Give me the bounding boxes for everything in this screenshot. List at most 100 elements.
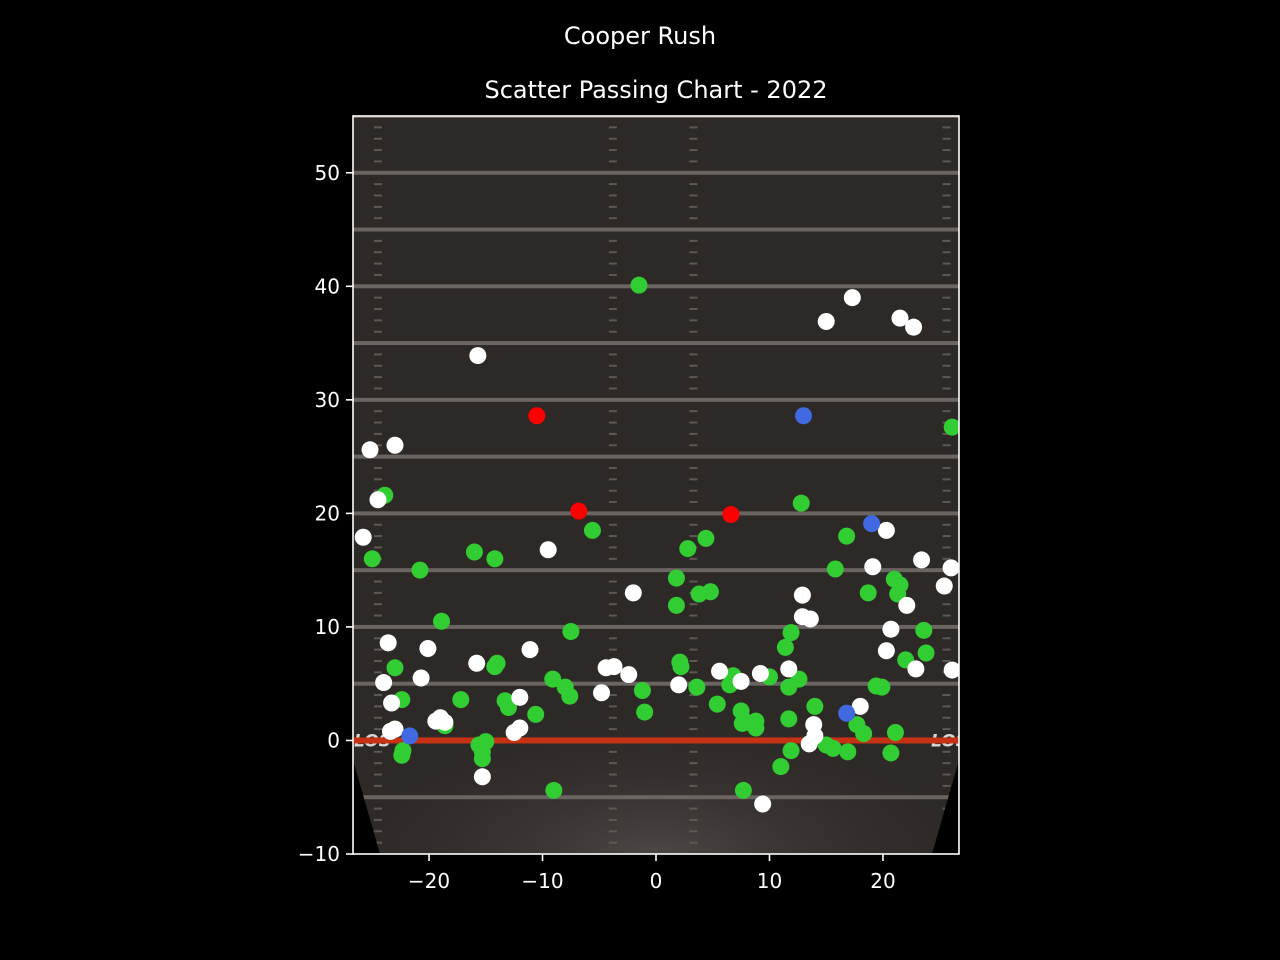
data-point [679,540,697,558]
hash-mark [373,580,382,583]
data-point [452,691,470,709]
hash-mark [942,501,951,504]
plot-area: LOS LOS [353,116,959,854]
hash-mark [373,126,382,129]
hash-mark [373,410,382,413]
data-point [633,682,651,700]
data-point [873,678,891,696]
data-point [917,644,935,662]
yard-line [353,511,959,516]
hash-mark [942,784,951,787]
hash-mark [942,444,951,447]
hash-mark [942,728,951,731]
hash-mark [689,319,698,322]
data-point [433,612,451,630]
data-point [733,714,751,732]
y-tick-label: 30 [315,388,340,412]
hash-mark [689,671,698,674]
hash-mark [608,614,617,617]
x-tick-label: 10 [757,869,782,893]
hash-mark [942,523,951,526]
hash-mark [689,478,698,481]
hash-mark [373,784,382,787]
hash-mark [942,557,951,560]
hash-mark [689,659,698,662]
data-point [570,502,588,520]
data-point [711,662,729,680]
hash-mark [608,580,617,583]
data-point [943,661,959,679]
hash-mark [608,841,617,844]
data-point [877,642,895,660]
data-point [383,694,401,712]
hash-mark [608,432,617,435]
hash-mark [608,239,617,242]
hash-marks [373,126,951,844]
yard-line [353,341,959,346]
hash-mark [608,603,617,606]
data-point [898,596,916,614]
hash-mark [373,217,382,220]
data-point [386,720,404,738]
data-point [782,624,800,642]
hash-mark [689,773,698,776]
hash-mark [608,694,617,697]
hash-mark [608,728,617,731]
hash-mark [373,149,382,152]
hash-mark [608,126,617,129]
hash-mark [373,319,382,322]
hash-mark [373,205,382,208]
hash-mark [942,659,951,662]
data-point [913,551,931,569]
hash-mark [942,705,951,708]
data-point [688,678,706,696]
hash-mark [373,466,382,469]
hash-mark [689,160,698,163]
data-point [855,725,873,743]
data-point [905,318,923,336]
hash-mark [373,273,382,276]
hash-mark [942,648,951,651]
hash-mark [373,183,382,186]
hash-mark [942,364,951,367]
data-point [375,674,393,692]
hash-mark [689,603,698,606]
hash-mark [689,353,698,356]
hash-mark [608,353,617,356]
hash-mark [373,694,382,697]
hash-mark [689,830,698,833]
hash-mark [689,432,698,435]
y-tick-label: 50 [315,161,340,185]
hash-mark [373,308,382,311]
data-point [838,527,856,545]
hash-mark [608,160,617,163]
hash-mark [689,535,698,538]
data-point [732,672,750,690]
data-point [393,746,411,764]
hash-mark [608,762,617,765]
hash-mark [608,137,617,140]
y-tick-label: 40 [315,274,340,298]
hash-mark [373,705,382,708]
hash-mark [373,614,382,617]
data-point [864,558,882,576]
hash-mark [689,694,698,697]
hash-mark [608,273,617,276]
data-point [561,687,579,705]
data-point [800,735,818,753]
hash-mark [689,466,698,469]
data-point [401,727,419,745]
field-corner-shadow-left [353,760,380,854]
hash-mark [608,149,617,152]
data-point [708,695,726,713]
data-point [882,744,900,762]
data-point [605,658,623,676]
data-point [776,638,794,656]
data-point [544,670,562,688]
chart-subtitle: Scatter Passing Chart - 2022 [484,76,827,104]
hash-mark [608,535,617,538]
data-point [915,621,933,639]
hash-mark [608,648,617,651]
data-point [772,758,790,776]
hash-mark [689,841,698,844]
